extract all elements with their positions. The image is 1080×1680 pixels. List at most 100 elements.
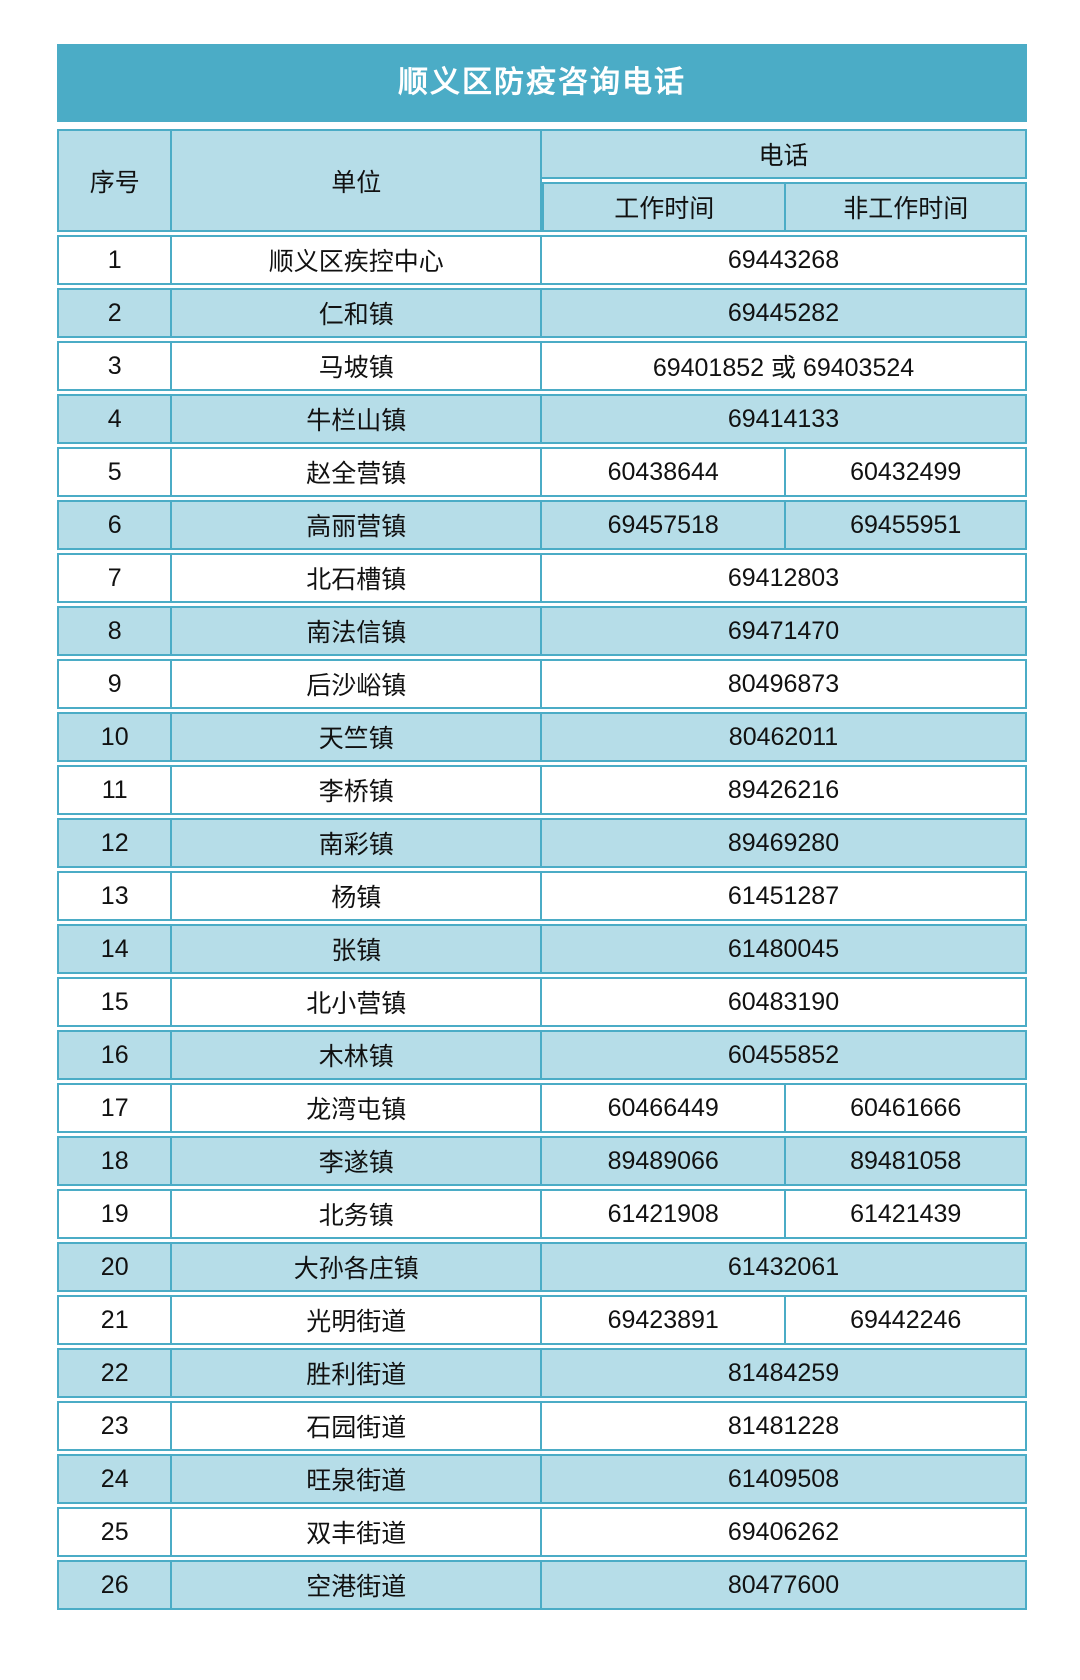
- table-row: 19 北务镇 61421908 61421439: [57, 1189, 1027, 1239]
- table-title: 顺义区防疫咨询电话: [57, 44, 1027, 122]
- cell-phone-merged: 69412803: [541, 553, 1027, 603]
- cell-unit: 空港街道: [172, 1560, 542, 1610]
- header-unit: 单位: [172, 129, 542, 232]
- cell-index: 26: [57, 1560, 173, 1610]
- cell-phone-offwork: 61421439: [786, 1189, 1027, 1239]
- header-work-hours: 工作时间: [541, 182, 787, 232]
- cell-phone-work: 89489066: [541, 1136, 787, 1186]
- cell-phone-merged: 61451287: [541, 871, 1027, 921]
- cell-unit: 北石槽镇: [172, 553, 542, 603]
- cell-phone-merged: 81481228: [541, 1401, 1027, 1451]
- cell-unit: 仁和镇: [172, 288, 542, 338]
- cell-phone-merged: 61480045: [541, 924, 1027, 974]
- cell-phone-work: 60466449: [541, 1083, 787, 1133]
- table-row: 22 胜利街道 81484259: [57, 1348, 1027, 1398]
- cell-unit: 南彩镇: [172, 818, 542, 868]
- cell-phone-merged: 60455852: [541, 1030, 1027, 1080]
- cell-unit: 大孙各庄镇: [172, 1242, 542, 1292]
- table-body: 1 顺义区疾控中心 69443268 2 仁和镇 69445282 3 马坡镇 69401852…: [57, 235, 1027, 1610]
- cell-index: 25: [57, 1507, 173, 1557]
- cell-phone-offwork: 69442246: [786, 1295, 1027, 1345]
- cell-index: 5: [57, 447, 173, 497]
- table-row: 5 赵全营镇 60438644 60432499: [57, 447, 1027, 497]
- cell-index: 1: [57, 235, 173, 285]
- cell-index: 20: [57, 1242, 173, 1292]
- cell-unit: 北小营镇: [172, 977, 542, 1027]
- table-row: 6 高丽营镇 69457518 69455951: [57, 500, 1027, 550]
- phone-table-container: 顺义区防疫咨询电话 序号 单位 电话 工作时间 非工作时间 1 顺义区疾控中心: [57, 44, 1027, 1613]
- cell-index: 21: [57, 1295, 173, 1345]
- cell-index: 11: [57, 765, 173, 815]
- cell-phone-offwork: 89481058: [786, 1136, 1027, 1186]
- cell-phone-merged: 80496873: [541, 659, 1027, 709]
- cell-phone-merged: 89426216: [541, 765, 1027, 815]
- cell-unit: 李遂镇: [172, 1136, 542, 1186]
- cell-unit: 马坡镇: [172, 341, 542, 391]
- cell-unit: 顺义区疾控中心: [172, 235, 542, 285]
- cell-phone-work: 69423891: [541, 1295, 787, 1345]
- cell-phone-offwork: 60432499: [786, 447, 1027, 497]
- table-row: 25 双丰街道 69406262: [57, 1507, 1027, 1557]
- cell-unit: 杨镇: [172, 871, 542, 921]
- cell-index: 9: [57, 659, 173, 709]
- table-row: 20 大孙各庄镇 61432061: [57, 1242, 1027, 1292]
- table-row: 11 李桥镇 89426216: [57, 765, 1027, 815]
- table-row: 23 石园街道 81481228: [57, 1401, 1027, 1451]
- cell-index: 3: [57, 341, 173, 391]
- cell-index: 23: [57, 1401, 173, 1451]
- cell-unit: 龙湾屯镇: [172, 1083, 542, 1133]
- cell-unit: 李桥镇: [172, 765, 542, 815]
- table-row: 26 空港街道 80477600: [57, 1560, 1027, 1610]
- table-row: 24 旺泉街道 61409508: [57, 1454, 1027, 1504]
- table-row: 16 木林镇 60455852: [57, 1030, 1027, 1080]
- cell-phone-merged: 69471470: [541, 606, 1027, 656]
- phone-table: 序号 单位 电话 工作时间 非工作时间 1 顺义区疾控中心 69443268 2 仁和镇…: [57, 126, 1027, 1613]
- header-phone: 电话: [541, 129, 1027, 179]
- cell-index: 10: [57, 712, 173, 762]
- table-row: 17 龙湾屯镇 60466449 60461666: [57, 1083, 1027, 1133]
- table-row: 8 南法信镇 69471470: [57, 606, 1027, 656]
- cell-phone-work: 60438644: [541, 447, 787, 497]
- cell-index: 2: [57, 288, 173, 338]
- cell-phone-merged: 69414133: [541, 394, 1027, 444]
- cell-unit: 后沙峪镇: [172, 659, 542, 709]
- cell-unit: 旺泉街道: [172, 1454, 542, 1504]
- header-index: 序号: [57, 129, 173, 232]
- cell-index: 15: [57, 977, 173, 1027]
- table-row: 2 仁和镇 69445282: [57, 288, 1027, 338]
- cell-index: 24: [57, 1454, 173, 1504]
- cell-unit: 牛栏山镇: [172, 394, 542, 444]
- cell-index: 7: [57, 553, 173, 603]
- cell-phone-merged: 80462011: [541, 712, 1027, 762]
- cell-index: 8: [57, 606, 173, 656]
- table-row: 7 北石槽镇 69412803: [57, 553, 1027, 603]
- table-row: 4 牛栏山镇 69414133: [57, 394, 1027, 444]
- cell-unit: 南法信镇: [172, 606, 542, 656]
- cell-index: 16: [57, 1030, 173, 1080]
- table-row: 3 马坡镇 69401852 或 69403524: [57, 341, 1027, 391]
- cell-phone-merged: 81484259: [541, 1348, 1027, 1398]
- cell-unit: 高丽营镇: [172, 500, 542, 550]
- table-row: 12 南彩镇 89469280: [57, 818, 1027, 868]
- cell-phone-merged: 61409508: [541, 1454, 1027, 1504]
- table-row: 13 杨镇 61451287: [57, 871, 1027, 921]
- cell-index: 14: [57, 924, 173, 974]
- table-row: 15 北小营镇 60483190: [57, 977, 1027, 1027]
- cell-unit: 赵全营镇: [172, 447, 542, 497]
- cell-phone-merged: 69406262: [541, 1507, 1027, 1557]
- cell-unit: 双丰街道: [172, 1507, 542, 1557]
- cell-phone-work: 69457518: [541, 500, 787, 550]
- cell-unit: 胜利街道: [172, 1348, 542, 1398]
- cell-phone-offwork: 69455951: [786, 500, 1027, 550]
- cell-unit: 石园街道: [172, 1401, 542, 1451]
- cell-phone-work: 61421908: [541, 1189, 787, 1239]
- cell-unit: 张镇: [172, 924, 542, 974]
- table-row: 21 光明街道 69423891 69442246: [57, 1295, 1027, 1345]
- cell-unit: 天竺镇: [172, 712, 542, 762]
- cell-unit: 光明街道: [172, 1295, 542, 1345]
- cell-phone-merged: 80477600: [541, 1560, 1027, 1610]
- table-row: 10 天竺镇 80462011: [57, 712, 1027, 762]
- cell-phone-merged: 69445282: [541, 288, 1027, 338]
- cell-phone-merged: 89469280: [541, 818, 1027, 868]
